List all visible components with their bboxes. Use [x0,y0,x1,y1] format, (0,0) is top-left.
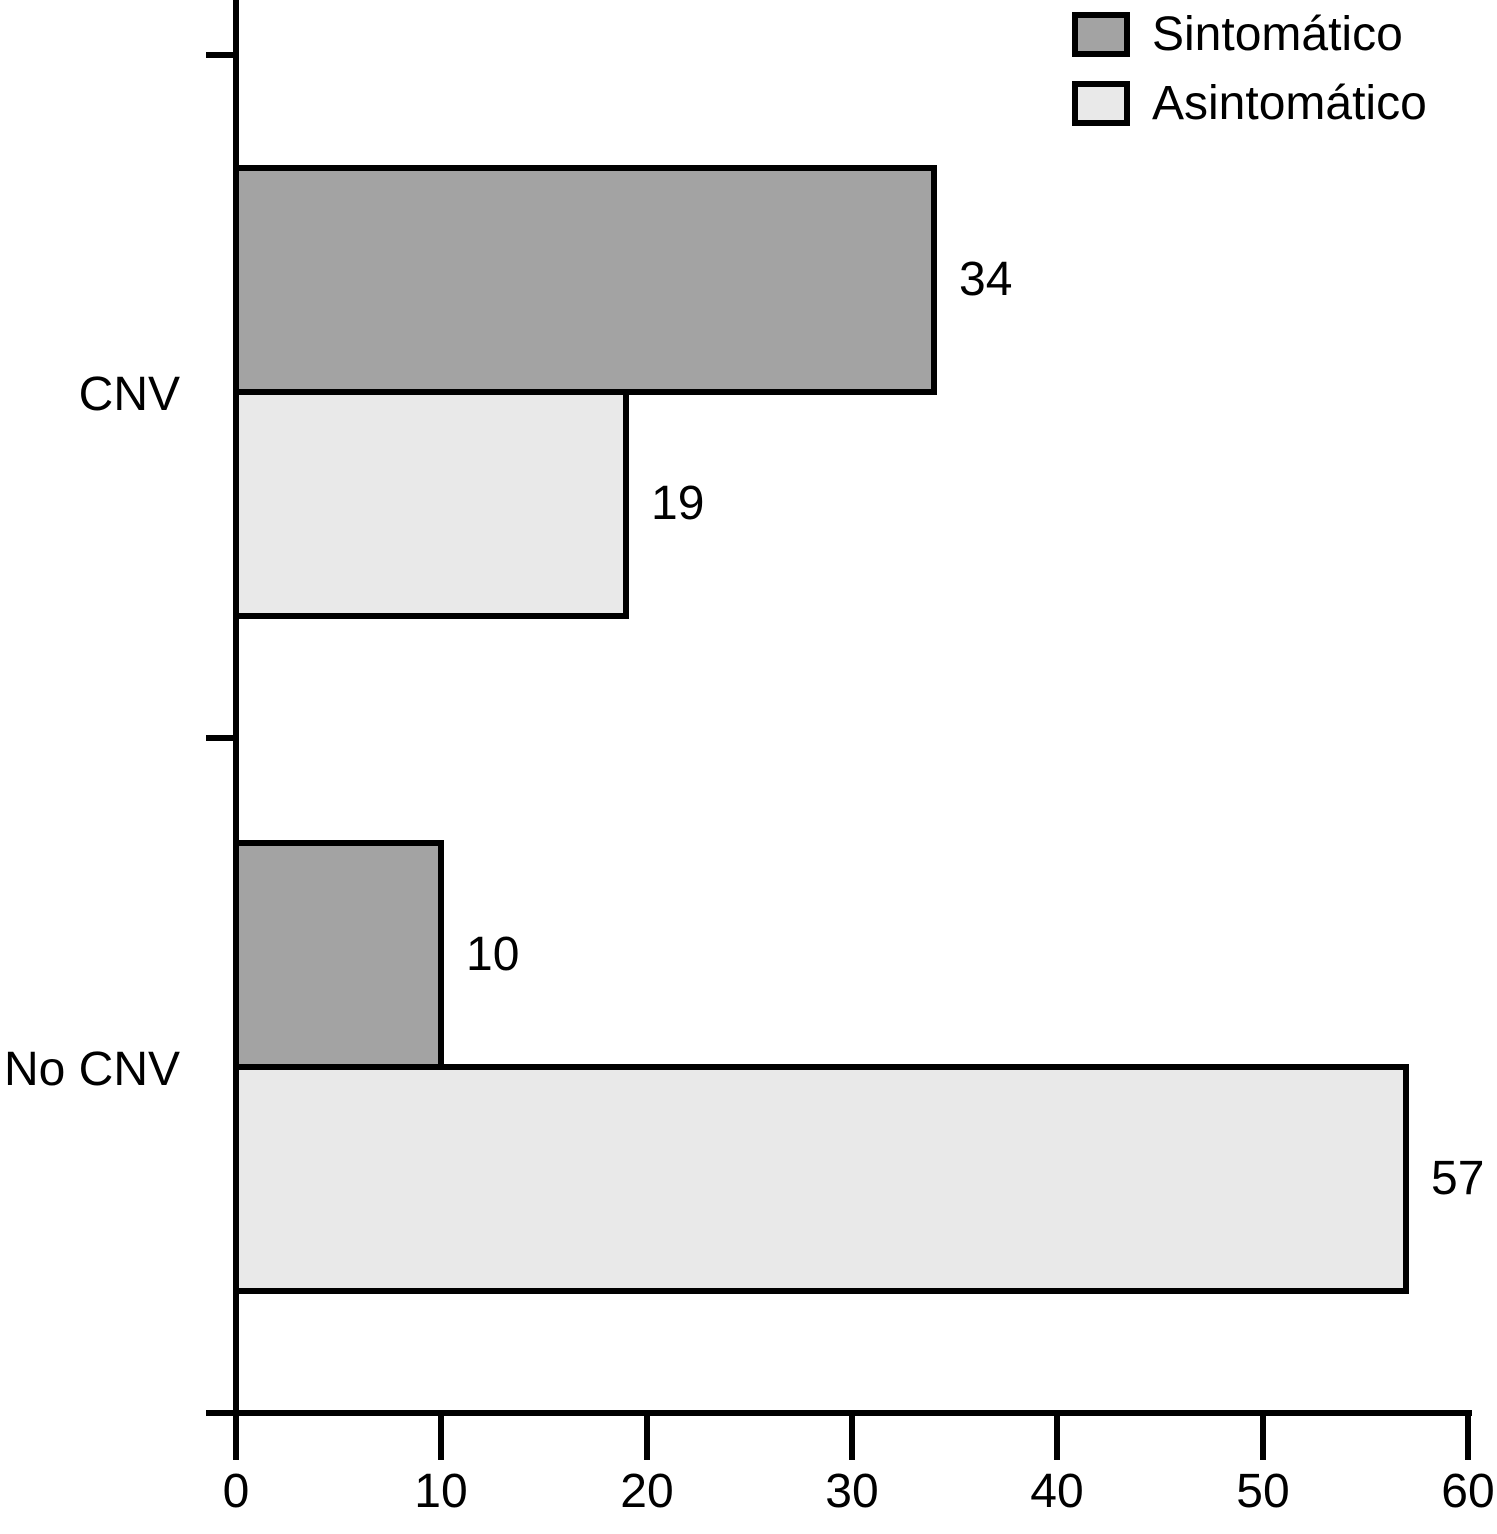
legend: Sintomático Asintomático [1072,0,1427,138]
x-axis-tick-label: 60 [1441,1465,1495,1518]
x-axis-tick [438,1416,444,1460]
x-axis-tick-label: 0 [222,1465,250,1518]
legend-entry: Asintomático [1072,69,1427,138]
bar-value-label: 19 [651,477,705,530]
x-axis-tick-label: 10 [414,1465,468,1518]
x-axis-tick [1465,1416,1471,1460]
bar-value-label: 57 [1431,1152,1485,1205]
x-axis-tick [644,1416,650,1460]
x-axis-tick [849,1416,855,1460]
bar-no-cnv-sintomático [233,840,444,1070]
x-axis-tick [1054,1416,1060,1460]
bar-value-label: 34 [959,253,1013,306]
category-label-cnv: CNV [78,368,180,421]
legend-swatch-sintomático [1072,12,1130,57]
x-axis-tick-label: 40 [1030,1465,1084,1518]
legend-swatch-asintomático [1072,81,1130,126]
x-axis-tick-label: 50 [1236,1465,1290,1518]
bar-no-cnv-asintomático [233,1064,1409,1294]
legend-entry: Sintomático [1072,0,1427,69]
y-axis-tick [206,52,236,58]
bar-cnv-asintomático [233,389,629,619]
bar-value-label: 10 [466,928,520,981]
bar-cnv-sintomático [233,165,937,395]
x-axis-tick [233,1416,239,1460]
x-axis-tick [1260,1416,1266,1460]
x-axis-line [206,1410,1472,1416]
x-axis-tick-label: 30 [825,1465,879,1518]
y-axis-tick [206,735,236,741]
x-axis-tick-label: 20 [620,1465,674,1518]
legend-label: Sintomático [1152,7,1403,61]
y-axis-line [233,0,239,1416]
legend-label: Asintomático [1152,76,1427,130]
category-label-no-cnv: No CNV [3,1043,180,1096]
